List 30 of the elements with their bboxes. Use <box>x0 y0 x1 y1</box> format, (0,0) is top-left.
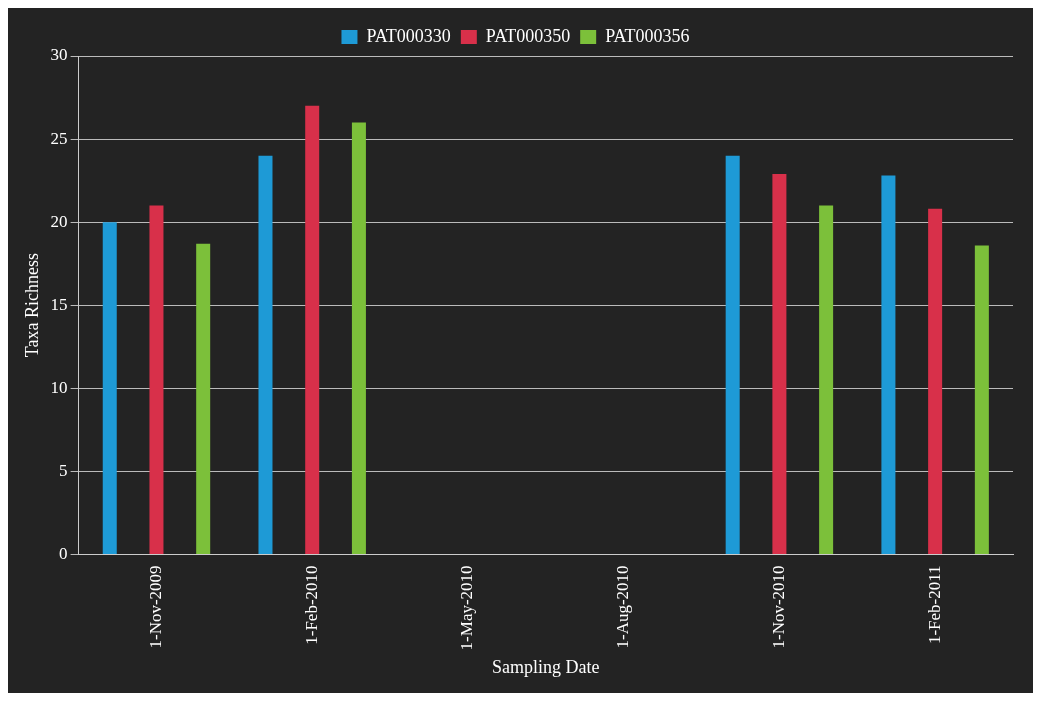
x-tick-label: 1-Aug-2010 <box>613 565 633 649</box>
y-tick-label: 5 <box>59 460 68 480</box>
y-tick-label: 15 <box>50 294 68 314</box>
legend-label: PAT000350 <box>485 25 571 46</box>
x-tick-label: 1-Nov-2010 <box>768 565 788 649</box>
x-axis-title: Sampling Date <box>492 656 600 677</box>
legend-label: PAT000356 <box>605 25 690 46</box>
bar <box>196 243 211 554</box>
y-tick-label: 0 <box>59 543 68 563</box>
x-tick-label: 1-May-2010 <box>457 565 477 651</box>
bar <box>305 105 320 554</box>
bar <box>725 155 740 554</box>
bar <box>881 175 896 554</box>
x-tick-label: 1-Feb-2010 <box>301 565 321 645</box>
bar <box>351 122 366 554</box>
legend-label: PAT000330 <box>366 25 451 46</box>
x-tick-label: 1-Nov-2009 <box>145 565 165 649</box>
y-tick-label: 20 <box>50 211 68 231</box>
bar <box>928 208 943 554</box>
bar <box>102 222 117 554</box>
y-tick-label: 25 <box>50 128 68 148</box>
y-tick-label: 10 <box>50 377 68 397</box>
bar <box>974 245 989 554</box>
bar <box>149 205 164 554</box>
y-axis-title: Taxa Richness <box>21 253 42 358</box>
bar <box>819 205 834 554</box>
bar <box>772 173 787 554</box>
x-tick-label: 1-Feb-2011 <box>924 565 944 645</box>
y-tick-label: 30 <box>50 45 68 65</box>
bar <box>258 155 273 554</box>
